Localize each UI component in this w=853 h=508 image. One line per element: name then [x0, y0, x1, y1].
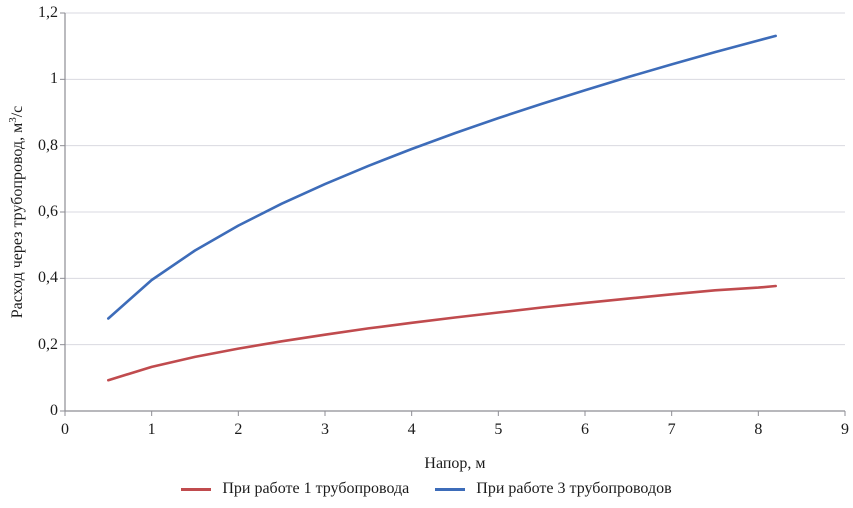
- x-tick-label: 1: [147, 421, 156, 438]
- y-tick-label: 1: [50, 70, 58, 88]
- y-axis-title-superscript: 3: [6, 117, 19, 123]
- x-tick-label: 5: [494, 421, 503, 438]
- x-tick-label: 8: [754, 421, 763, 438]
- legend-label: При работе 1 трубопровода: [222, 480, 410, 497]
- series-line-2: [107, 34, 778, 320]
- legend-label: При работе 3 трубопроводов: [476, 480, 672, 497]
- y-axis-title-text: Расход через трубопровод, м: [9, 122, 27, 319]
- series-line-1: [107, 284, 778, 382]
- y-tick-label: 0,8: [38, 136, 58, 154]
- legend-line-icon: [181, 487, 212, 491]
- x-tick-label: 6: [581, 421, 589, 438]
- y-axis-title: Расход через трубопровод, м3/с: [7, 106, 27, 319]
- legend-item-2: При работе 3 трубопроводов: [435, 480, 672, 498]
- y-tick-label: 0: [50, 402, 58, 419]
- y-tick-label: 1,2: [38, 4, 58, 21]
- y-tick-label: 0,2: [38, 335, 58, 353]
- x-tick-label: 4: [407, 421, 416, 438]
- x-tick-label: 7: [667, 421, 676, 438]
- legend-line-icon: [435, 487, 466, 491]
- y-tick-label: 0,6: [38, 203, 58, 220]
- x-tick-label: 3: [321, 421, 329, 438]
- x-tick-label: 0: [61, 421, 69, 438]
- legend: При работе 1 трубопровода При работе 3 тр…: [0, 480, 853, 498]
- legend-item-1: При работе 1 трубопровода: [181, 480, 409, 498]
- x-tick-label: 2: [234, 421, 243, 438]
- x-axis-title: Напор, м: [424, 455, 486, 472]
- y-axis-title-units: /с: [9, 105, 27, 118]
- y-tick-label: 0,4: [38, 269, 58, 287]
- x-tick-label: 9: [841, 421, 849, 438]
